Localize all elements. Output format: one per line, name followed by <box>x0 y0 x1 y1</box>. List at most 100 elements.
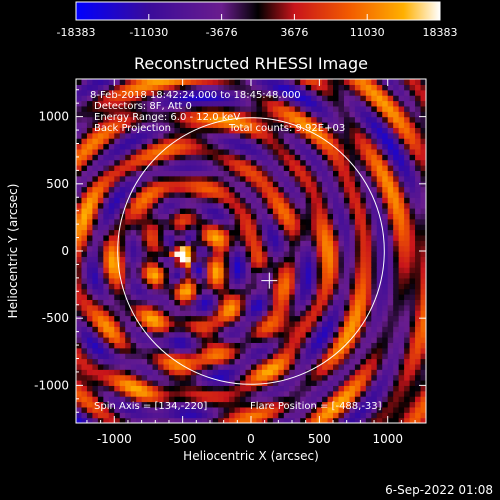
heatmap-cell <box>174 202 181 209</box>
heatmap-cell <box>245 100 252 107</box>
heatmap-cell <box>92 122 99 128</box>
heatmap-cell <box>152 111 159 118</box>
heatmap-cell <box>376 202 383 209</box>
heatmap-cell <box>327 165 334 171</box>
heatmap-cell <box>207 363 214 370</box>
heatmap-cell <box>251 229 258 236</box>
heatmap-cell <box>300 79 307 85</box>
heatmap-image <box>76 79 426 423</box>
heatmap-cell <box>76 299 83 306</box>
heatmap-cell <box>256 401 263 408</box>
heatmap-cell <box>365 380 372 386</box>
heatmap-cell <box>207 122 214 128</box>
heatmap-cell <box>234 148 241 155</box>
heatmap-cell <box>261 261 269 268</box>
heatmap-cell <box>114 224 121 231</box>
heatmap-cell <box>179 202 186 209</box>
heatmap-cell <box>316 89 323 96</box>
heatmap-cell <box>92 401 99 408</box>
heatmap-cell <box>185 294 192 300</box>
heatmap-cell <box>234 380 241 386</box>
heatmap-cell <box>201 213 208 220</box>
heatmap-cell <box>316 294 323 300</box>
heatmap-cell <box>382 283 389 290</box>
heatmap-cell <box>81 143 88 150</box>
heatmap-cell <box>338 122 345 128</box>
heatmap-cell <box>218 342 225 349</box>
heatmap-cell <box>393 347 400 354</box>
heatmap-cell <box>223 197 230 204</box>
heatmap-cell <box>174 342 181 349</box>
heatmap-cell <box>404 406 411 413</box>
heatmap-cell <box>185 105 192 112</box>
heatmap-cell <box>130 132 137 139</box>
heatmap-cell <box>354 369 361 376</box>
heatmap-cell <box>272 256 279 263</box>
heatmap-cell <box>415 288 422 295</box>
heatmap-cell <box>223 251 230 257</box>
heatmap-cell <box>305 202 312 209</box>
heatmap-cell <box>327 181 334 188</box>
heatmap-cell <box>86 283 94 290</box>
heatmap-cell <box>283 148 290 155</box>
heatmap-cell <box>86 95 94 102</box>
heatmap-cell <box>316 363 323 370</box>
heatmap-cell <box>92 369 99 376</box>
heatmap-cell <box>103 132 110 139</box>
heatmap-cell <box>261 159 269 166</box>
heatmap-cell <box>251 148 258 155</box>
heatmap-cell <box>147 320 154 327</box>
heatmap-cell <box>190 148 197 155</box>
heatmap-cell <box>371 363 378 370</box>
heatmap-cell <box>201 320 208 327</box>
heatmap-cell <box>387 170 394 177</box>
heatmap-cell <box>97 132 104 139</box>
heatmap-cell <box>223 304 230 311</box>
heatmap-cell <box>108 100 115 107</box>
heatmap-cell <box>289 170 296 177</box>
heatmap-cell <box>316 84 323 91</box>
heatmap-cell <box>343 385 351 392</box>
heatmap-cell <box>141 100 148 107</box>
annotation-spin-axis: Spin Axis = [134,-220] <box>94 401 207 412</box>
heatmap-cell <box>229 170 236 177</box>
heatmap-cell <box>212 175 219 182</box>
heatmap-cell <box>136 412 143 419</box>
heatmap-cell <box>349 358 356 365</box>
heatmap-cell <box>92 294 99 300</box>
heatmap-cell <box>360 218 367 225</box>
heatmap-cell <box>136 138 143 145</box>
heatmap-cell <box>393 374 400 381</box>
heatmap-cell <box>196 208 203 214</box>
heatmap-cell <box>409 234 416 241</box>
heatmap-cell <box>92 267 99 274</box>
heatmap-cell <box>322 417 329 423</box>
heatmap-cell <box>163 390 170 397</box>
x-tick-label: 0 <box>247 432 255 446</box>
heatmap-cell <box>305 369 312 376</box>
heatmap-cell <box>207 100 214 107</box>
heatmap-cell <box>409 385 416 392</box>
heatmap-cell <box>360 288 367 295</box>
heatmap-cell <box>97 401 104 408</box>
heatmap-cell <box>349 320 356 327</box>
heatmap-cell <box>119 363 126 370</box>
heatmap-cell <box>240 218 247 225</box>
heatmap-cell <box>152 396 159 403</box>
heatmap-cell <box>283 105 290 112</box>
heatmap-cell <box>316 347 323 354</box>
heatmap-cell <box>114 170 121 177</box>
heatmap-cell <box>158 310 165 317</box>
heatmap-cell <box>158 396 165 403</box>
heatmap-cell <box>119 310 126 317</box>
heatmap-cell <box>382 159 389 166</box>
heatmap-cell <box>311 154 318 161</box>
heatmap-cell <box>393 202 400 209</box>
heatmap-cell <box>141 267 148 274</box>
heatmap-cell <box>103 202 110 209</box>
heatmap-cell <box>158 380 165 386</box>
heatmap-cell <box>179 148 186 155</box>
heatmap-cell <box>305 105 312 112</box>
heatmap-cell <box>223 170 230 177</box>
heatmap-cell <box>245 240 252 247</box>
